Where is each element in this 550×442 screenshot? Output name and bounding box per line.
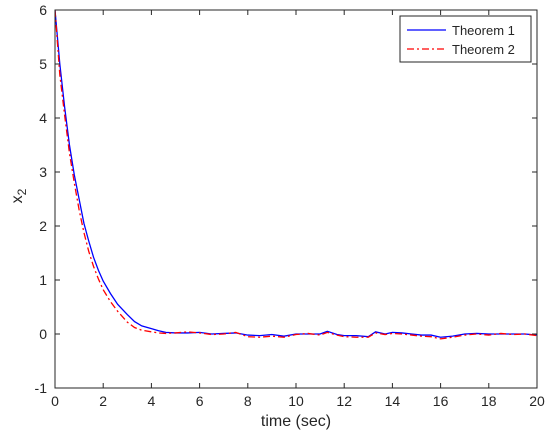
series-line-2 — [55, 10, 537, 340]
y-tick-label: 0 — [39, 326, 47, 342]
plot-area — [55, 10, 537, 340]
y-tick-label: 3 — [39, 164, 47, 180]
x-tick-label: 10 — [288, 393, 304, 409]
x-tick-label: 18 — [481, 393, 497, 409]
x-axis-label: time (sec) — [261, 413, 331, 430]
x-tick-label: 12 — [336, 393, 352, 409]
legend-box — [399, 15, 532, 63]
x-tick-label: 8 — [244, 393, 252, 409]
x-tick-label: 20 — [529, 393, 545, 409]
x-tick-label: 4 — [148, 393, 156, 409]
series-line-1 — [55, 10, 537, 338]
x-tick-label: 0 — [51, 393, 59, 409]
y-axis-label-main: x — [9, 195, 26, 203]
legend: Theorem 1 Theorem 2 — [399, 15, 532, 63]
x-tick-label: 2 — [99, 393, 107, 409]
y-tick-label: 6 — [39, 2, 47, 18]
y-tick-label: 2 — [39, 218, 47, 234]
x-tick-label: 6 — [196, 393, 204, 409]
legend-label-1: Theorem 1 — [452, 23, 515, 38]
y-tick-label: -1 — [35, 380, 48, 396]
x-tick-label: 16 — [433, 393, 449, 409]
y-axis-label-subscript: 2 — [15, 188, 29, 195]
x-tick-label: 14 — [385, 393, 401, 409]
y-tick-label: 4 — [39, 110, 47, 126]
y-axis-label: x2 — [9, 188, 29, 203]
legend-label-2: Theorem 2 — [452, 42, 515, 57]
y-tick-label: 5 — [39, 56, 47, 72]
y-tick-label: 1 — [39, 272, 47, 288]
